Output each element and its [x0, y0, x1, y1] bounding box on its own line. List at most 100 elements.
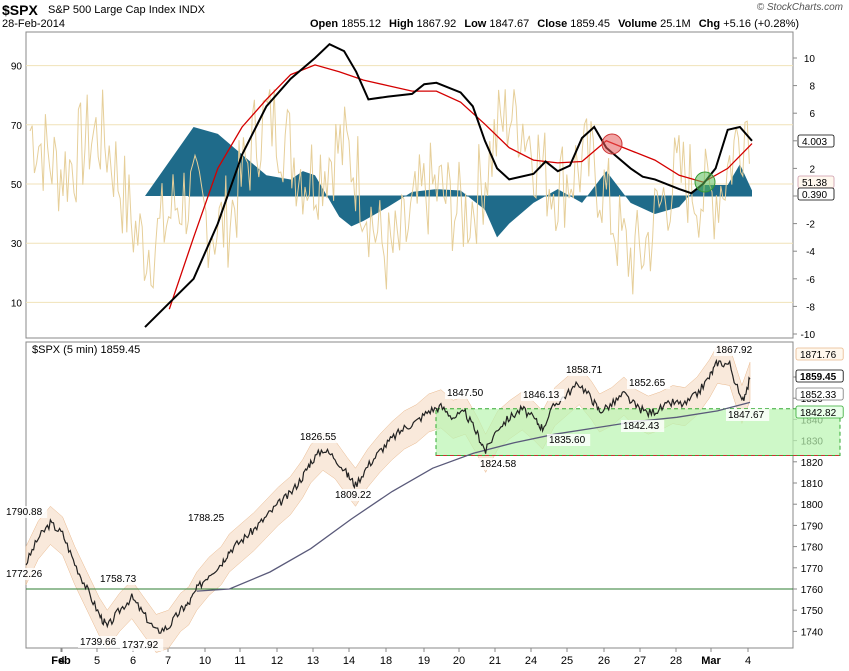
stockcharts-logo: © StockCharts.com — [756, 2, 843, 13]
x-tick-label: 25 — [561, 655, 573, 667]
price-right-tick-label: 1760 — [801, 585, 824, 596]
price-annotation: 1835.60 — [549, 435, 586, 446]
upper-band-label: 1871.76 — [800, 350, 837, 361]
x-tick-label: 4 — [745, 655, 751, 667]
rsi-value-label: 51.38 — [802, 178, 827, 189]
annotation-bg — [186, 512, 230, 524]
histogram-value-label-box — [797, 187, 835, 201]
price-right-tick-label: 1770 — [801, 564, 824, 575]
close-price-label-box — [795, 369, 844, 383]
bollinger-envelope — [25, 344, 751, 653]
open-value: 1855.12 — [341, 18, 381, 30]
close-price-label: 1859.45 — [800, 372, 837, 383]
x-tick-label: 27 — [634, 655, 646, 667]
indicator-right-tick-label: -2 — [806, 220, 815, 231]
price-annotation: 1790.88 — [6, 507, 43, 518]
price-line — [25, 358, 751, 634]
indicator-right-tick-label: 10 — [804, 54, 816, 65]
high-value: 1867.92 — [416, 18, 457, 30]
exchange-label: INDX — [178, 4, 205, 16]
lower-band-label-box — [795, 405, 844, 419]
x-tick-label: 10 — [199, 655, 211, 667]
chg-label: Chg — [698, 18, 721, 30]
x-tick-label: 24 — [525, 655, 537, 667]
sell-signal-marker — [601, 133, 623, 155]
index-title: S&P 500 Large Cap Index — [48, 4, 176, 16]
price-annotation: 1788.25 — [188, 513, 225, 524]
price-annotation: 1826.55 — [300, 432, 337, 443]
price-right-tick-label: 1750 — [801, 606, 824, 617]
price-annotation: 1847.50 — [447, 388, 484, 399]
moving-average-line — [196, 401, 751, 592]
price-right-tick-label: 1800 — [801, 500, 824, 511]
annotation-bg — [521, 389, 565, 401]
chart-date: 28-Feb-2014 — [2, 18, 65, 30]
consolidation-zone — [435, 408, 841, 456]
indicator-panel-frame — [25, 31, 794, 339]
price-annotation: 1824.58 — [480, 459, 517, 470]
annotation-bg — [4, 506, 48, 518]
price-annotation: 1758.73 — [100, 574, 137, 585]
indicator-left-tick-label: 30 — [11, 239, 23, 250]
indicator-left-tick-label: 70 — [11, 121, 23, 132]
x-tick-label: 28 — [670, 655, 682, 667]
x-tick-label: 11 — [234, 655, 245, 667]
x-tick-label: 19 — [418, 655, 430, 667]
x-tick-label: Feb — [51, 655, 71, 667]
low-value: 1847.67 — [489, 18, 530, 30]
histogram-area — [145, 127, 752, 238]
price-annotation: 1739.66 — [80, 637, 117, 648]
x-tick-label: Mar — [701, 655, 721, 667]
indicator-left-tick-label: 10 — [11, 298, 23, 309]
price-right-tick-label: 1780 — [801, 543, 824, 554]
x-tick-label: 21 — [489, 655, 501, 667]
lower-band-label: 1842.82 — [800, 408, 837, 419]
x-tick-label: 14 — [343, 655, 355, 667]
price-annotation: 1852.65 — [629, 378, 666, 389]
x-tick-label: 7 — [165, 655, 171, 667]
annotation-bg — [4, 568, 48, 580]
x-tick-label: 4 — [59, 655, 65, 667]
annotation-bg — [714, 344, 758, 356]
price-annotation: 1772.26 — [6, 569, 43, 580]
price-right-tick-label: 1740 — [801, 627, 824, 638]
ma-value-label-box — [795, 387, 844, 401]
annotation-bg — [445, 387, 489, 399]
annotation-bg — [333, 489, 377, 501]
indicator-right-tick-label: -6 — [806, 275, 815, 286]
x-tick-label: 18 — [380, 655, 392, 667]
buy-signal-marker — [694, 171, 716, 193]
price-panel-title: $SPX (5 min) 1859.45 — [32, 344, 140, 356]
price-annotation: 1809.22 — [335, 490, 372, 501]
price-annotation: 1842.43 — [623, 421, 660, 432]
black-line-value-label: 4.003 — [802, 137, 827, 148]
annotation-bg — [298, 431, 342, 443]
x-tick-label: 26 — [598, 655, 610, 667]
x-tick-label: 6 — [130, 655, 136, 667]
price-panel-frame — [25, 341, 794, 649]
price-annotation: 1847.67 — [728, 410, 765, 421]
ma-value-label: 1852.33 — [800, 390, 837, 401]
indicator-right-tick-label: -4 — [806, 247, 815, 258]
price-annotation: 1858.71 — [566, 365, 603, 376]
annotation-bg — [621, 420, 665, 432]
volume-label: Volume — [618, 18, 658, 30]
price-right-tick-label: 1820 — [801, 458, 824, 469]
histogram-value-label: 0.390 — [802, 190, 827, 201]
open-label: Open — [310, 18, 339, 30]
price-annotation: 1846.13 — [523, 390, 560, 401]
x-tick-label: 5 — [94, 655, 100, 667]
indicator-left-tick-label: 90 — [11, 62, 23, 73]
x-tick-label: 12 — [271, 655, 283, 667]
chg-value: +5.16 (+0.28%) — [723, 18, 800, 30]
indicator-right-tick-label: -10 — [801, 330, 816, 341]
indicator-left-tick-label: 50 — [11, 180, 23, 191]
red-signal-line — [168, 64, 753, 310]
low-label: Low — [464, 18, 487, 30]
price-right-tick-label: 1790 — [801, 521, 824, 532]
x-tick-label: 13 — [307, 655, 319, 667]
close-value: 1859.45 — [570, 18, 611, 30]
x-tick-label: 20 — [453, 655, 465, 667]
symbol-label: $SPX — [2, 2, 38, 18]
